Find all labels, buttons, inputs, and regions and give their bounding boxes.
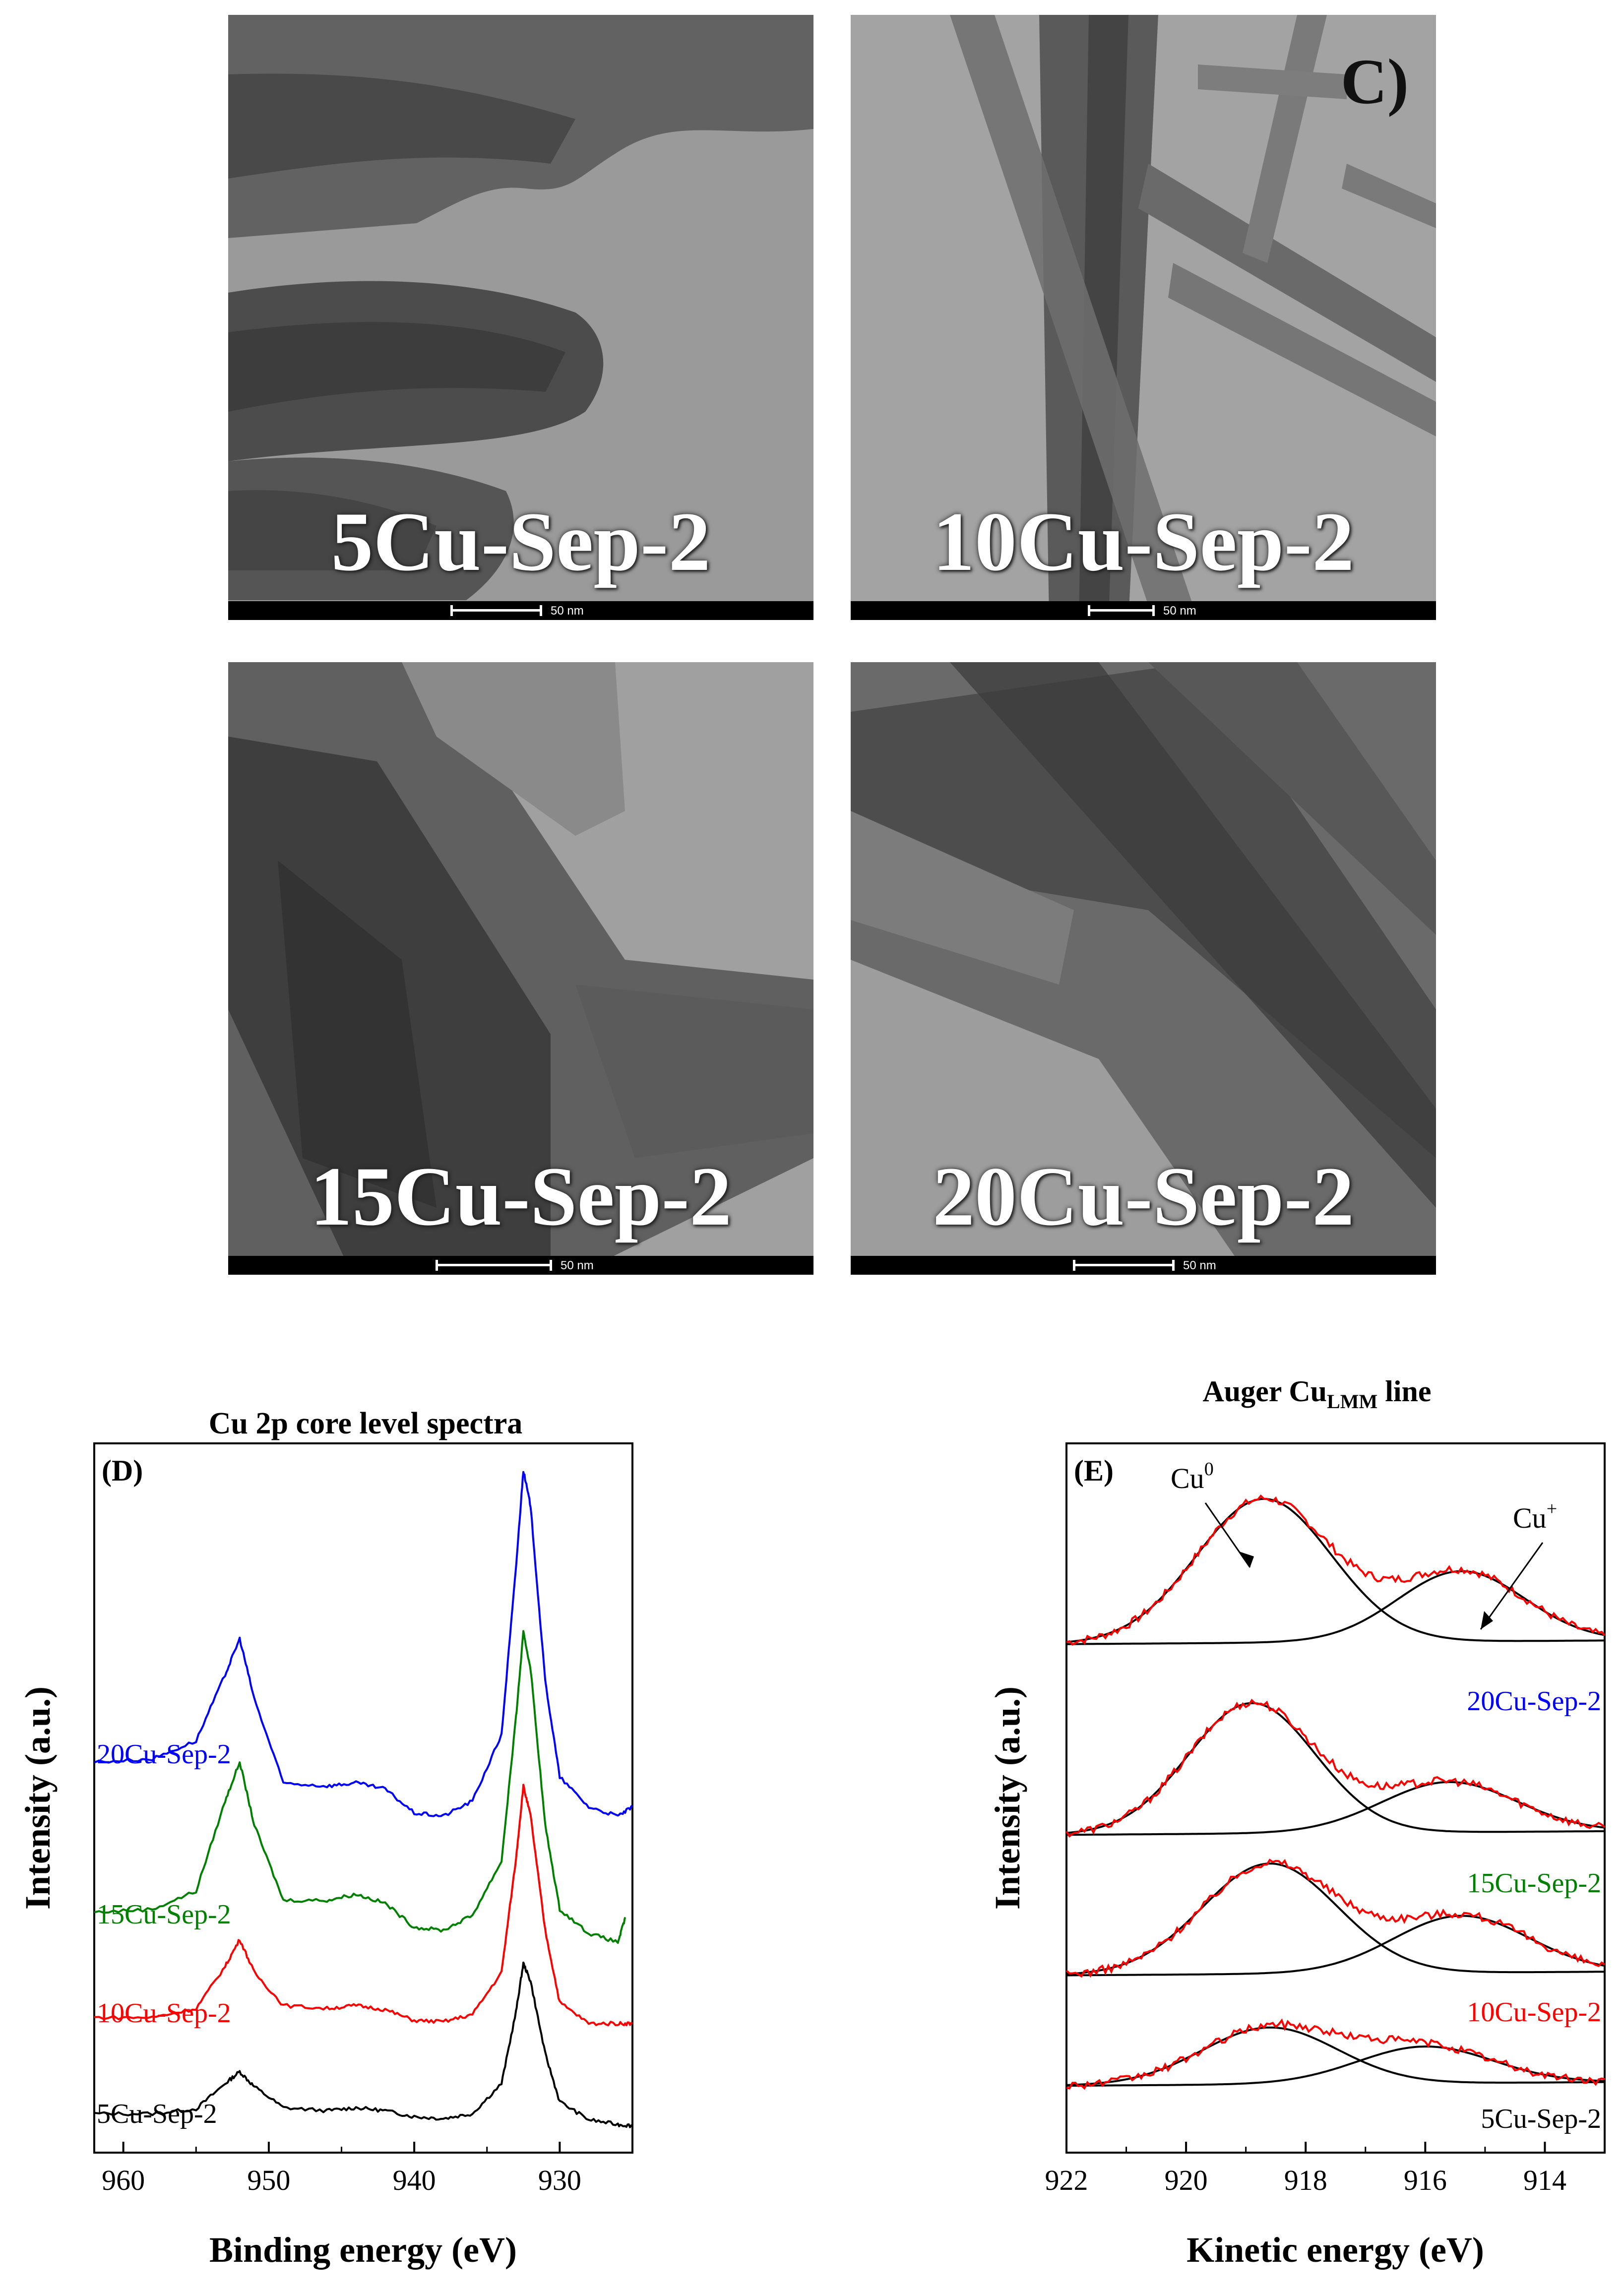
scale-bar: 50 nm <box>228 601 813 620</box>
chart-e-tick-label: 918 <box>1284 2164 1327 2196</box>
chart-e-xlabel: Kinetic energy (eV) <box>1187 2230 1484 2270</box>
series-line-10Cu-Sep-2 <box>94 1784 633 2027</box>
tem-image-10cu: C) 10Cu-Sep-2 50 nm <box>851 15 1436 620</box>
arrowhead-icon <box>1481 1611 1493 1629</box>
series-line-5Cu-Sep-2 <box>94 1961 633 2128</box>
annotation-cuplus-sup: + <box>1547 1498 1557 1519</box>
chart-e-series-label: 15Cu-Sep-2 <box>1467 1868 1601 1899</box>
fit-cuplus-20Cu-Sep-2 <box>1066 1570 1605 1645</box>
measured-20Cu-Sep-2 <box>1066 1494 1606 1646</box>
chart-d-ylabel: Intensity (a.u.) <box>18 1686 58 1910</box>
measured-10Cu-Sep-2 <box>1065 1859 1606 1978</box>
scale-bar-label: 50 nm <box>1163 604 1196 618</box>
tem-image-20cu: 20Cu-Sep-2 50 nm <box>851 662 1436 1275</box>
chart-d-tick-label: 930 <box>538 2164 581 2196</box>
measured-5Cu-Sep-2 <box>1066 2018 1605 2090</box>
chart-d-series-label: 20Cu-Sep-2 <box>97 1739 231 1770</box>
chart-e-frame <box>1065 1442 1606 2154</box>
scale-bar: 50 nm <box>851 601 1436 620</box>
chart-e-title: Auger CuLMM line <box>1202 1375 1431 1413</box>
tem-micrograph-5cu <box>228 15 813 620</box>
fit-cu0-20Cu-Sep-2 <box>1066 1497 1605 1643</box>
tem-micrograph-10cu <box>851 15 1436 620</box>
fit-cu0-15Cu-Sep-2 <box>1066 1702 1605 1834</box>
chart-d-xlabel: Binding energy (eV) <box>209 2230 517 2270</box>
chart-e-ylabel: Intensity (a.u.) <box>988 1686 1027 1910</box>
scale-bar: 50 nm <box>228 1256 813 1275</box>
chart-d-series-label: 10Cu-Sep-2 <box>97 1998 231 2029</box>
chart-e-series-label: 10Cu-Sep-2 <box>1467 1997 1601 2028</box>
scale-bar-label: 50 nm <box>551 604 584 618</box>
annotation-cu0: Cu0 <box>1171 1459 1214 1494</box>
fit-cuplus-5Cu-Sep-2 <box>1066 2045 1605 2087</box>
chart-d-tick-label: 940 <box>393 2164 436 2196</box>
chart-d-series-label: 15Cu-Sep-2 <box>97 1899 231 1930</box>
fit-cu0-5Cu-Sep-2 <box>1066 2026 1605 2086</box>
tem-label: 20Cu-Sep-2 <box>932 1150 1355 1243</box>
chart-d-tick-label: 960 <box>102 2164 145 2196</box>
fit-cuplus-10Cu-Sep-2 <box>1066 1915 1605 1977</box>
tem-label: 5Cu-Sep-2 <box>331 495 711 588</box>
tem-micrograph-15cu <box>228 662 813 1275</box>
chart-d-panel-label: (D) <box>102 1454 143 1487</box>
tem-label: 15Cu-Sep-2 <box>310 1150 732 1243</box>
annotation-cuplus: Cu+ <box>1513 1498 1557 1534</box>
annotation-cu0-sup: 0 <box>1204 1459 1214 1480</box>
series-line-20Cu-Sep-2 <box>94 1471 633 1817</box>
chart-e-series-label: 5Cu-Sep-2 <box>1481 2104 1601 2134</box>
series-line-15Cu-Sep-2 <box>94 1630 626 1944</box>
annotation-cu0-arrow <box>1204 1502 1251 1568</box>
scale-bar: 50 nm <box>851 1256 1436 1275</box>
chart-e-title-sub: LMM <box>1327 1390 1377 1413</box>
tem-image-5cu: 5Cu-Sep-2 50 nm <box>228 15 813 620</box>
panel-letter-c: C) <box>1340 46 1409 118</box>
chart-e-tick-label: 914 <box>1523 2164 1566 2196</box>
chart-e-series-label: 20Cu-Sep-2 <box>1467 1686 1601 1717</box>
chart-d-title: Cu 2p core level spectra <box>209 1407 522 1440</box>
chart-e-tick-label: 922 <box>1045 2164 1088 2196</box>
tem-image-15cu: 15Cu-Sep-2 50 nm <box>228 662 813 1275</box>
chart-e-panel-label: (E) <box>1074 1454 1114 1487</box>
fit-cuplus-15Cu-Sep-2 <box>1066 1781 1605 1836</box>
scale-bar-label: 50 nm <box>1183 1259 1216 1272</box>
chart-e-title-rest: line <box>1377 1375 1431 1408</box>
tem-label: 10Cu-Sep-2 <box>932 495 1355 588</box>
chart-e-tick-label: 920 <box>1165 2164 1208 2196</box>
annotation-cuplus-arrow <box>1480 1542 1544 1630</box>
chart-e-title-main: Auger Cu <box>1202 1375 1327 1408</box>
chart-d-frame <box>93 1442 633 2154</box>
chart-d-series-label: 5Cu-Sep-2 <box>97 2099 217 2129</box>
tem-micrograph-20cu <box>851 662 1436 1275</box>
chart-d-tick-label: 950 <box>247 2164 290 2196</box>
measured-15Cu-Sep-2 <box>1065 1698 1606 1838</box>
fit-cu0-10Cu-Sep-2 <box>1066 1862 1605 1976</box>
arrowhead-icon <box>1239 1551 1254 1567</box>
scale-bar-label: 50 nm <box>561 1259 594 1272</box>
chart-e-tick-label: 916 <box>1404 2164 1447 2196</box>
